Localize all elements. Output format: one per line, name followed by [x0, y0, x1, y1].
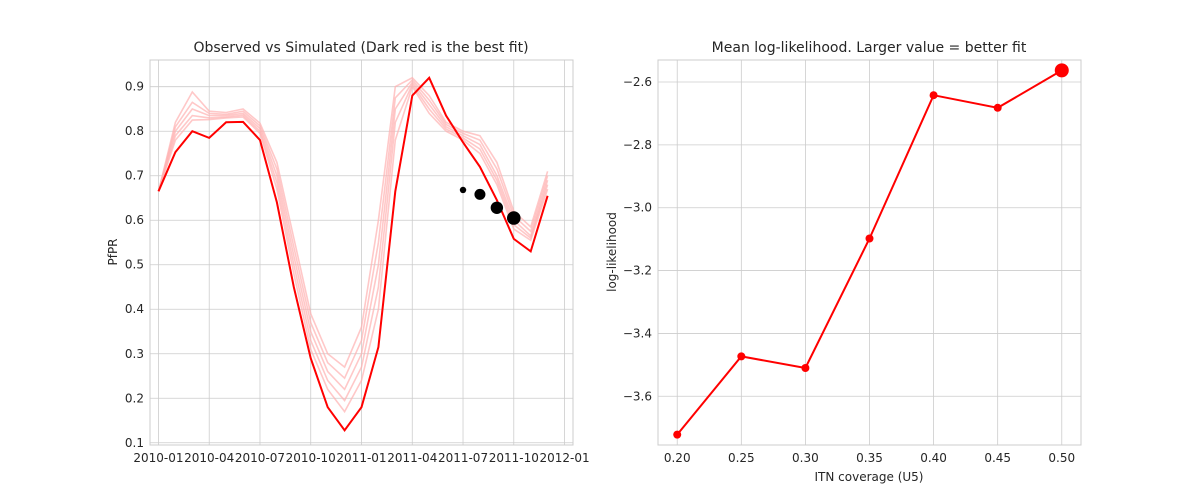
right-likelihood-marker [737, 352, 746, 361]
right-y-tick-label: −3.0 [623, 201, 652, 215]
left-simulated-fit-line [157, 76, 549, 369]
left-y-tick-label: 0.8 [125, 124, 144, 138]
right-likelihood-marker [865, 234, 874, 243]
right-x-tick-labels: 0.20 0.25 0.30 0.35 0.40 0.45 0.50 [664, 451, 1075, 465]
left-x-tick-label: 2010-01 [133, 451, 183, 465]
left-x-tick-label: 2010-04 [184, 451, 234, 465]
right-y-tick-label: −2.8 [623, 138, 652, 152]
left-simulated-fit-line [157, 82, 549, 402]
right-likelihood-marker [673, 430, 682, 439]
left-simulated-fit-line [157, 84, 549, 414]
left-simulated-fit-line [157, 80, 549, 391]
right-x-tick-label: 0.30 [792, 451, 819, 465]
left-simulated-fit-line [157, 78, 549, 380]
left-observed-point [459, 186, 467, 194]
right-best-fit-marker [1054, 63, 1069, 78]
right-x-tick-label: 0.50 [1048, 451, 1075, 465]
left-y-tick-label: 0.2 [125, 391, 144, 405]
left-y-tick-label: 0.7 [125, 169, 144, 183]
left-observed-points [459, 186, 521, 225]
right-x-tick-label: 0.40 [920, 451, 947, 465]
right-y-tick-label: −3.2 [623, 264, 652, 278]
left-y-tick-label: 0.9 [125, 80, 144, 94]
left-x-tick-label: 2010-10 [286, 451, 336, 465]
left-observed-point [490, 201, 504, 214]
left-best-fit [157, 76, 549, 432]
right-x-axis-label: ITN coverage (U5) [815, 470, 924, 484]
right-gridlines [658, 60, 1081, 445]
right-chart: −3.6 −3.4 −3.2 −3.0 −2.8 −2.6 0.20 0.25 0.30 0.3… [605, 40, 1082, 484]
left-x-tick-labels: 2010-01 2010-04 2010-07 2010-10 2011-01 2011-… [133, 451, 589, 465]
left-best-fit-line [157, 76, 549, 432]
left-x-tick-label: 2011-07 [438, 451, 488, 465]
left-chart: 0.10.20.30.40.50.60.70.80.9 2010-01 2010-… [106, 40, 590, 465]
left-x-tick-label: 2010-07 [235, 451, 285, 465]
right-y-tick-labels: −3.6 −3.4 −3.2 −3.0 −2.8 −2.6 [623, 75, 652, 403]
right-x-tick-label: 0.25 [728, 451, 755, 465]
left-observed-point [474, 188, 486, 200]
left-x-tick-label: 2011-10 [489, 451, 539, 465]
right-likelihood-marker [801, 364, 810, 372]
right-x-tick-label: 0.35 [856, 451, 883, 465]
right-chart-title: Mean log-likelihood. Larger value = bett… [712, 40, 1027, 56]
right-likelihood-marker [993, 103, 1002, 112]
right-y-tick-label: −3.6 [623, 389, 652, 403]
right-y-tick-label: −3.4 [623, 326, 652, 340]
right-likelihood-marker [929, 91, 938, 100]
right-y-axis-label: log-likelihood [605, 212, 619, 292]
left-simulated-fits [157, 76, 549, 414]
left-gridlines [150, 60, 573, 445]
right-x-tick-label: 0.45 [984, 451, 1011, 465]
right-likelihood-line [673, 63, 1069, 439]
right-y-tick-label: −2.6 [623, 75, 652, 89]
left-y-tick-label: 0.4 [125, 302, 144, 316]
left-y-tick-label: 0.1 [125, 436, 144, 450]
left-y-tick-label: 0.5 [125, 258, 144, 272]
left-chart-title: Observed vs Simulated (Dark red is the b… [193, 40, 528, 56]
left-y-tick-labels: 0.1 0.2 0.3 0.4 0.5 0.6 0.7 0.8 0.9 [125, 80, 144, 450]
left-x-tick-label: 2012-01 [539, 451, 589, 465]
left-x-tick-label: 2011-04 [387, 451, 437, 465]
left-observed-point [506, 211, 521, 225]
left-x-tick-label: 2011-01 [336, 451, 386, 465]
left-y-tick-label: 0.6 [125, 213, 144, 227]
left-y-axis-label: PfPR [106, 238, 120, 265]
right-x-tick-label: 0.20 [664, 451, 691, 465]
left-y-tick-label: 0.3 [125, 347, 144, 361]
